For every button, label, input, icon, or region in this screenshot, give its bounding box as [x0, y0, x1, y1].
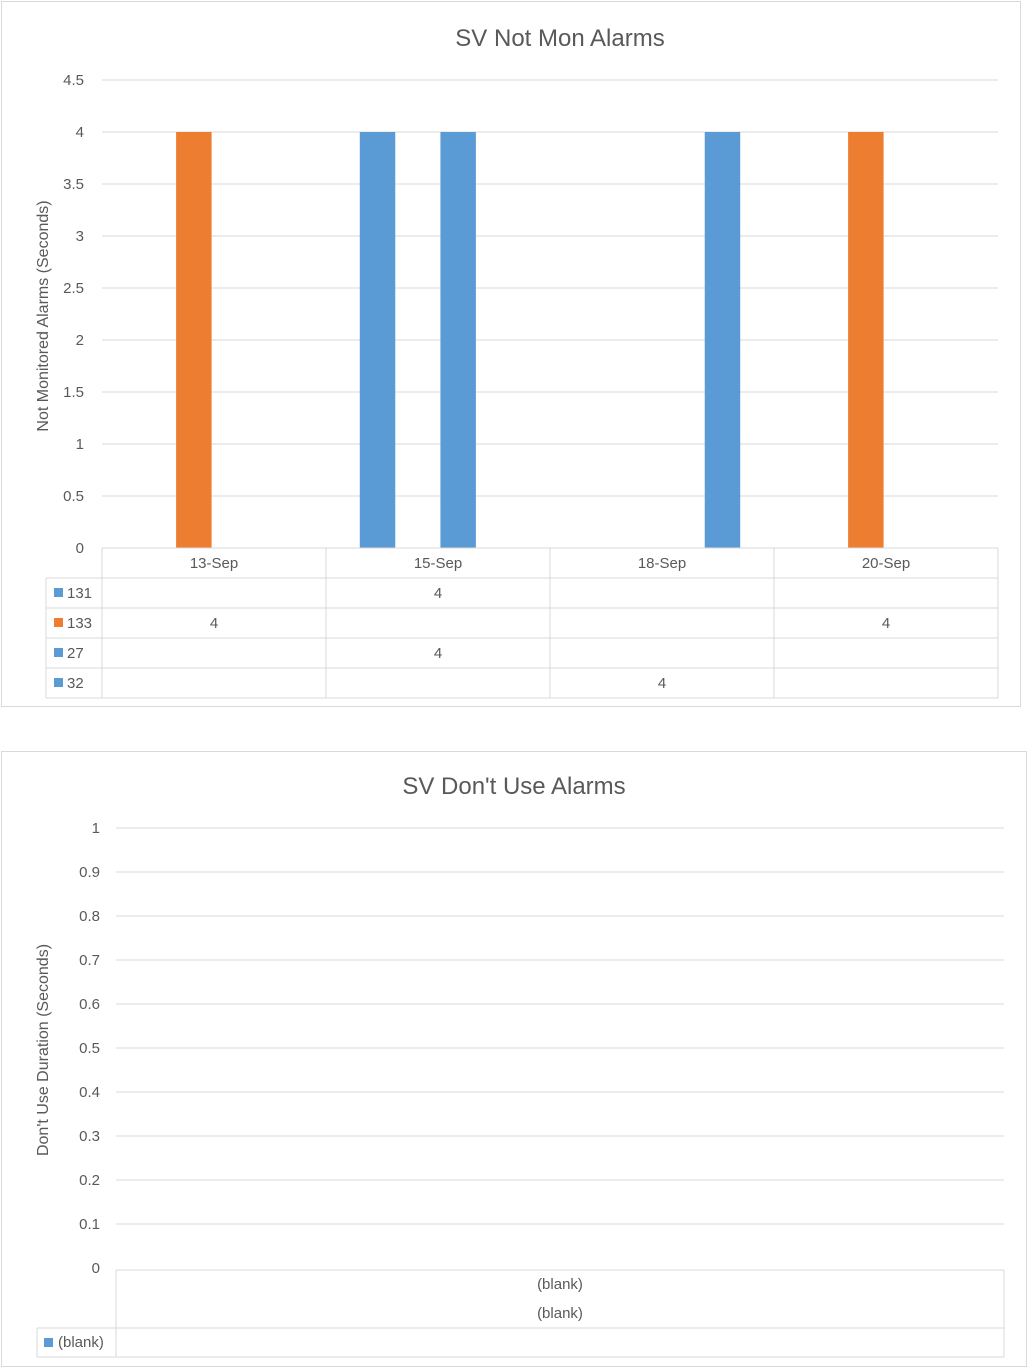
legend-label: 131 [67, 585, 92, 602]
y-tick-label: 1 [92, 820, 100, 837]
y-tick-label: 0.7 [79, 952, 100, 969]
legend-label: 32 [67, 675, 84, 692]
data-label: 4 [434, 645, 442, 662]
chart-not-mon-alarms: SV Not Mon Alarms 0 0.5 1 1.5 2 2.5 3 3.5 4 4.5 Not… [1, 1, 1021, 707]
chart-title: SV Don't Use Alarms [402, 773, 625, 800]
legend-key-133 [54, 618, 63, 627]
chart-svg-dont-use: SV Don't Use Alarms 0 0.1 0.2 0.3 0.4 0.5 0.6 0.… [35, 773, 1005, 1358]
y-tick-label: 2.5 [63, 280, 84, 297]
y-tick-label: 0.6 [79, 996, 100, 1013]
chart-title: SV Not Mon Alarms [455, 25, 664, 52]
legend-label: (blank) [58, 1334, 104, 1351]
y-tick-label: 1 [76, 436, 84, 453]
y-tick-label: 0.5 [63, 488, 84, 505]
y-tick-label: 0.2 [79, 1172, 100, 1189]
x-category-label: (blank) [537, 1276, 583, 1293]
y-tick-label: 0.1 [79, 1216, 100, 1233]
legend-label: 133 [67, 615, 92, 632]
y-axis-label: Don't Use Duration (Seconds) [35, 944, 52, 1156]
y-tick-label: 0.3 [79, 1128, 100, 1145]
y-tick-label: 0 [92, 1260, 100, 1277]
bar-133-13-Sep [176, 132, 212, 548]
y-tick-label: 3 [76, 228, 84, 245]
chart-svg-not-mon: SV Not Mon Alarms 0 0.5 1 1.5 2 2.5 3 3.5 4 4.5 Not… [35, 25, 999, 699]
bar-27-15-Sep [440, 132, 476, 548]
legend-key-blank [44, 1338, 53, 1347]
x-category-label: 18-Sep [638, 555, 686, 572]
y-tick-label: 4 [76, 124, 84, 141]
y-axis-label: Not Monitored Alarms (Seconds) [35, 200, 52, 431]
data-label: 4 [882, 615, 890, 632]
y-tick-label: 2 [76, 332, 84, 349]
y-tick-label: 0 [76, 540, 84, 557]
bar-131-15-Sep [359, 132, 396, 548]
legend-key-27 [54, 648, 63, 657]
y-tick-label: 0.5 [79, 1040, 100, 1057]
legend-key-32 [54, 678, 63, 687]
data-label: 4 [210, 615, 218, 632]
y-tick-label: 3.5 [63, 176, 84, 193]
y-tick-label: 4.5 [63, 72, 84, 89]
x-category-label: 13-Sep [190, 555, 238, 572]
legend-label: 27 [67, 645, 84, 662]
y-tick-label: 0.9 [79, 864, 100, 881]
legend-key-131 [54, 588, 63, 597]
chart-dont-use-alarms: SV Don't Use Alarms 0 0.1 0.2 0.3 0.4 0.5 0.6 0.… [1, 751, 1027, 1367]
y-tick-label: 0.8 [79, 908, 100, 925]
bar-32-18-Sep [704, 132, 741, 548]
y-tick-label: 0.4 [79, 1084, 100, 1101]
x-category-label: 15-Sep [414, 555, 462, 572]
data-label: 4 [434, 585, 442, 602]
bar-133-20-Sep [848, 132, 884, 548]
x-category-label: (blank) [537, 1305, 583, 1322]
x-category-label: 20-Sep [862, 555, 910, 572]
y-tick-label: 1.5 [63, 384, 84, 401]
data-label: 4 [658, 675, 666, 692]
